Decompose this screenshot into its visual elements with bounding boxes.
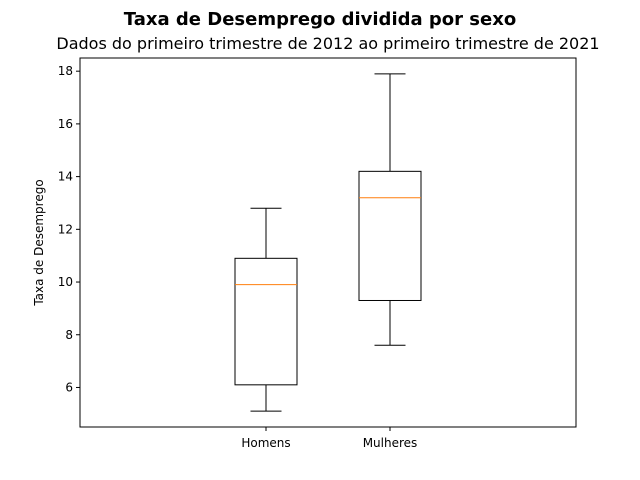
plot-area: 6 8 10 12 14 16 18 Homens Mulheres xyxy=(58,57,577,450)
y-tick-label: 12 xyxy=(58,222,73,236)
y-tick-label: 6 xyxy=(65,380,73,394)
y-tick-label: 16 xyxy=(58,117,73,131)
box-mulheres xyxy=(358,170,422,301)
chart-title: Taxa de Desemprego dividida por sexo xyxy=(124,9,516,30)
y-tick-label: 10 xyxy=(58,275,73,289)
axes-frame xyxy=(79,57,577,428)
x-tick-label-homens: Homens xyxy=(241,436,290,450)
y-axis-label: Taxa de Desemprego xyxy=(32,179,46,306)
y-tick-label: 8 xyxy=(65,328,73,342)
chart-subtitle: Dados do primeiro trimestre de 2012 ao p… xyxy=(56,34,599,53)
y-tick-label: 18 xyxy=(58,64,73,78)
box-homens xyxy=(234,257,298,386)
x-tick-label-mulheres: Mulheres xyxy=(363,436,418,450)
y-tick-label: 14 xyxy=(58,170,73,184)
